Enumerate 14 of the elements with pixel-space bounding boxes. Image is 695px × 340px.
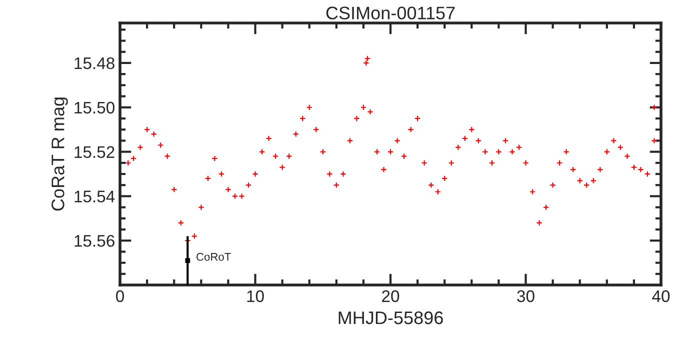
chart-title: CSIMon-001157 — [326, 6, 455, 20]
x-tick-label: 0 — [116, 290, 124, 302]
y-axis-title: CoRaT R mag — [52, 98, 68, 211]
x-tick-label: 40 — [652, 290, 670, 302]
y-tick-label: 15.48 — [74, 57, 114, 70]
series-label: CoRoT — [196, 252, 231, 261]
x-tick-label: 20 — [382, 290, 400, 302]
y-tick-label: 15.56 — [74, 234, 114, 247]
y-tick-label: 15.50 — [74, 102, 114, 114]
y-tick-label: 15.54 — [74, 190, 115, 202]
x-axis-title: MHJD-55896 — [338, 311, 443, 324]
y-tick-label: 15.52 — [74, 146, 114, 158]
x-tick-label: 30 — [517, 290, 534, 302]
x-tick-label: 10 — [247, 290, 264, 302]
